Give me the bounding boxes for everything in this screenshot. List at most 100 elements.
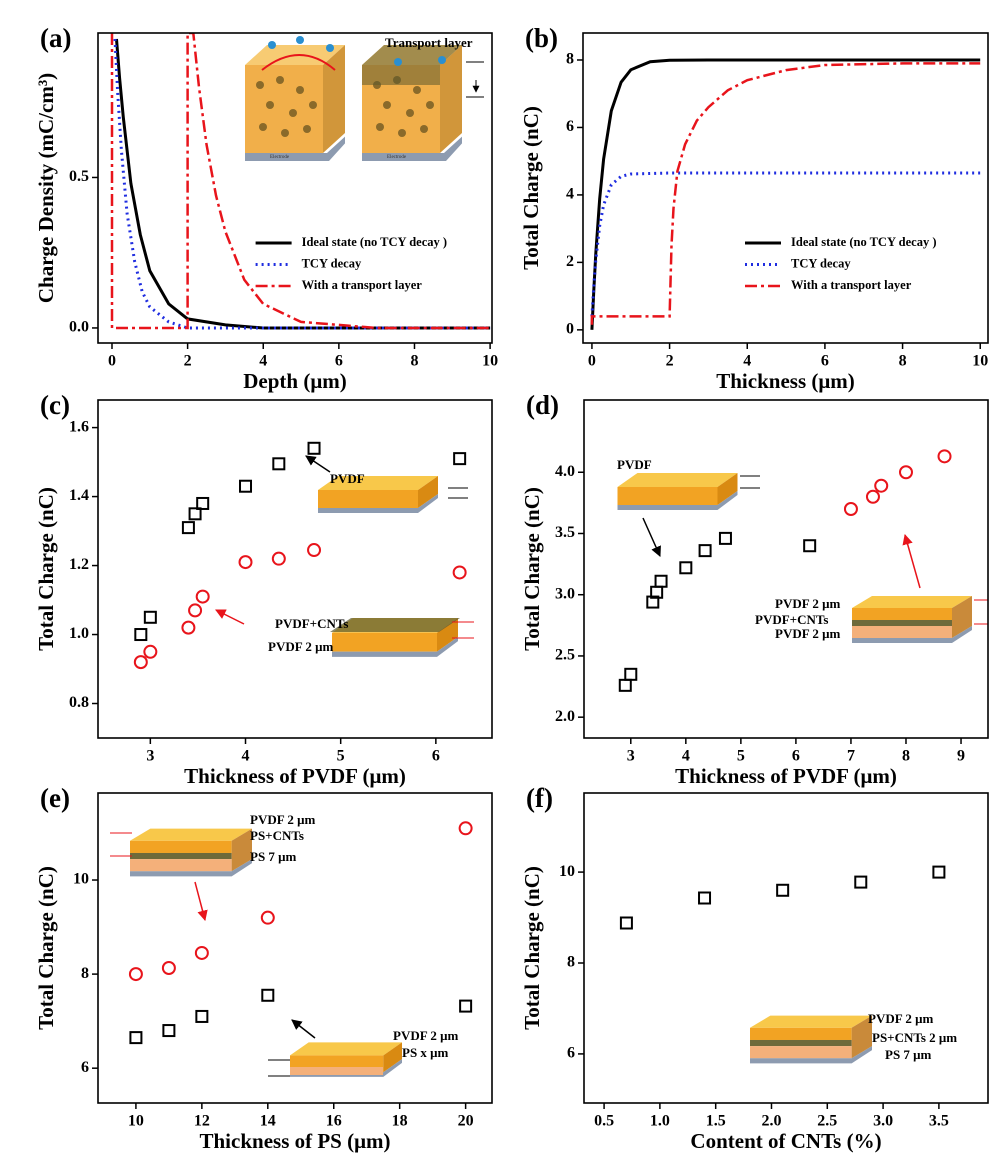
annotation: PS x μm	[402, 1045, 449, 1060]
x-tick-label: 1.0	[650, 1113, 670, 1130]
x-tick-label: 3.0	[873, 1113, 893, 1130]
x-tick-label: 2.0	[761, 1113, 781, 1130]
point	[238, 555, 253, 570]
x-tick-label: 10	[128, 1113, 144, 1130]
x-tick-label: 7	[847, 748, 855, 765]
x-tick-label: 4	[743, 353, 751, 370]
legend-label: Ideal state (no TCY decay )	[791, 235, 936, 249]
plot-area	[110, 33, 491, 330]
point	[161, 960, 176, 975]
inset-cube	[245, 45, 345, 161]
ps-layer	[290, 1067, 383, 1075]
ion	[438, 56, 446, 64]
y-axis-label: Total Charge (nC)	[520, 866, 544, 1030]
point	[181, 620, 196, 635]
point	[843, 501, 858, 516]
y-tick-label: 2.5	[555, 647, 575, 664]
point	[698, 544, 712, 558]
inset-arrow	[642, 517, 661, 557]
point	[260, 910, 275, 925]
point	[932, 865, 946, 879]
panel-label: (f)	[526, 783, 553, 813]
x-tick-label: 5	[337, 748, 345, 765]
x-tick-label: 0.5	[594, 1113, 614, 1130]
x-tick-label: 9	[957, 748, 965, 765]
point	[618, 678, 632, 692]
x-tick-label: 6	[432, 748, 440, 765]
annotation: PS 7 μm	[885, 1047, 932, 1062]
point	[129, 1031, 143, 1045]
y-tick-label: 6	[567, 1045, 575, 1062]
point	[459, 999, 473, 1013]
x-tick-label: 16	[326, 1113, 342, 1130]
annotation: PVDF 2 μm	[268, 639, 334, 654]
y-tick-label: 3.0	[555, 585, 575, 602]
point	[718, 531, 732, 545]
x-tick-label: 5	[737, 748, 745, 765]
annotation: PVDF 2 μm	[775, 626, 841, 641]
y-tick-label: 8	[567, 954, 575, 971]
line-series	[115, 38, 491, 330]
x-tick-label: 3.5	[929, 1113, 949, 1130]
x-axis-label: Depth (μm)	[243, 369, 346, 393]
line-series	[110, 33, 491, 330]
point	[128, 967, 143, 982]
annotation: PVDF 2 μm	[868, 1011, 934, 1026]
x-tick-label: 8	[410, 353, 418, 370]
annotation: PVDF 2 μm	[775, 596, 841, 611]
point	[898, 465, 913, 480]
inset-stack	[130, 828, 252, 877]
x-axis-label: Thickness of PVDF (μm)	[184, 764, 406, 788]
annotation: PVDF	[617, 457, 652, 472]
annotation: PS+CNTs 2 μm	[872, 1030, 957, 1045]
point	[272, 457, 286, 471]
panel-label: (e)	[40, 783, 70, 813]
transport-layer	[362, 45, 462, 85]
point	[803, 539, 817, 553]
point	[181, 521, 195, 535]
legend-label: With a transport layer	[302, 278, 423, 292]
y-tick-label: 10	[73, 871, 89, 888]
inset-arrow	[194, 881, 208, 922]
x-tick-label: 12	[194, 1113, 210, 1130]
x-tick-label: 6	[792, 748, 800, 765]
point	[854, 875, 868, 889]
line-series	[590, 62, 981, 325]
y-axis-label: Total Charge (nC)	[34, 487, 58, 651]
point	[874, 478, 889, 493]
plot-frame	[97, 399, 493, 739]
legend-label: Ideal state (no TCY decay )	[302, 235, 447, 249]
annotation: PVDF 2 μm	[393, 1028, 459, 1043]
inset-slab	[617, 473, 738, 510]
point	[188, 603, 203, 618]
point	[698, 891, 712, 905]
x-axis-label: Thickness of PS (μm)	[200, 1129, 391, 1153]
y-tick-label: 2.0	[555, 708, 575, 725]
y-tick-label: 0	[566, 321, 574, 338]
inset-arrow	[215, 609, 245, 625]
point	[776, 883, 790, 897]
ion	[394, 58, 402, 66]
y-tick-label: 6	[566, 118, 574, 135]
point	[195, 1009, 209, 1023]
plot-frame	[583, 792, 989, 1104]
point	[624, 667, 638, 681]
inset-arrow	[291, 1019, 316, 1039]
y-tick-label: 8	[566, 51, 574, 68]
annotation: PVDF	[330, 471, 365, 486]
plot-frame	[97, 792, 493, 1104]
x-tick-label: 2	[666, 353, 674, 370]
y-tick-label: 0.0	[69, 319, 89, 336]
annotation: Transport layer	[385, 35, 473, 50]
y-axis-label: Total Charge (nC)	[520, 487, 544, 651]
x-tick-label: 2	[184, 353, 192, 370]
panel-label: (b)	[525, 23, 558, 53]
y-tick-label: 8	[81, 965, 89, 982]
x-tick-label: 10	[482, 353, 498, 370]
point	[646, 595, 660, 609]
y-tick-label: 1.6	[69, 418, 89, 435]
point	[143, 610, 157, 624]
y-tick-label: 10	[559, 863, 575, 880]
x-tick-label: 18	[392, 1113, 408, 1130]
